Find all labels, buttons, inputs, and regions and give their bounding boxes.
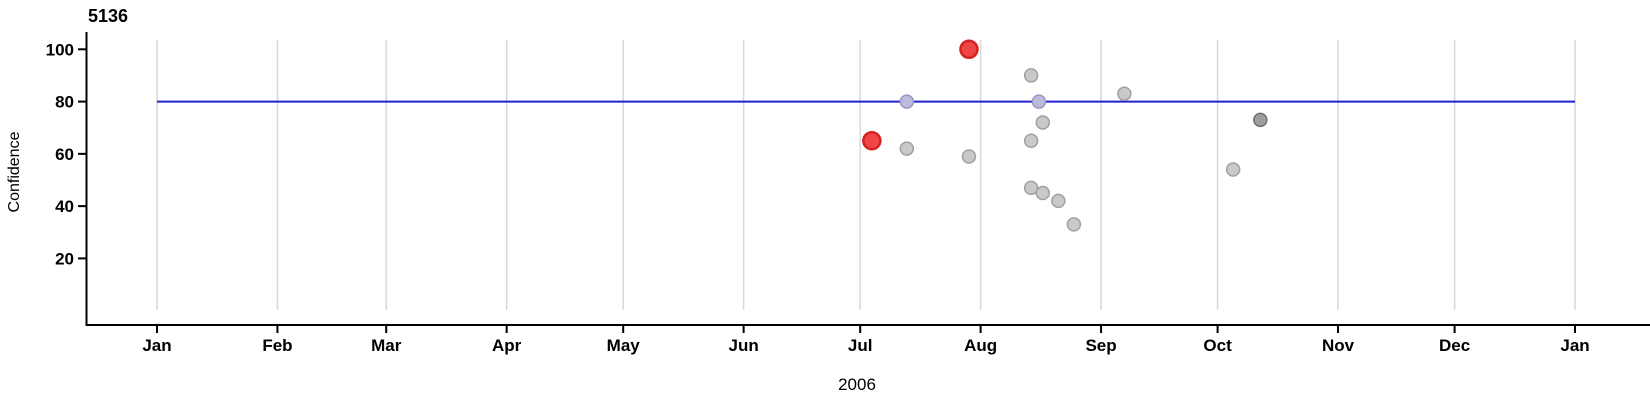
- data-point-flagged: [959, 39, 979, 60]
- y-tick-label: 20: [55, 249, 74, 268]
- x-tick-label: Feb: [262, 336, 292, 355]
- y-tick-label: 100: [46, 40, 74, 59]
- x-tick-label: Jan: [142, 336, 171, 355]
- x-tick-label: Jun: [729, 336, 759, 355]
- data-point-normal: [1117, 86, 1132, 101]
- x-axis-label: 2006: [838, 375, 876, 394]
- x-tick-label: Mar: [371, 336, 402, 355]
- y-axis-ticks: 100 80 60 40 20: [46, 40, 87, 268]
- y-tick-label: 80: [55, 93, 74, 112]
- data-point-normal: [899, 141, 915, 156]
- data-point-normal: [1035, 185, 1051, 201]
- data-point-normal: [1023, 68, 1039, 83]
- x-tick-label: May: [607, 336, 641, 355]
- data-point-normal: [1225, 162, 1241, 177]
- data-point-dark: [1253, 112, 1268, 128]
- y-axis-label: Confidence: [6, 131, 23, 212]
- x-tick-label: Jul: [848, 336, 873, 355]
- y-tick-label: 40: [55, 197, 74, 216]
- data-point-normal: [1023, 180, 1039, 196]
- data-points: [862, 39, 1268, 232]
- data-point-normal: [1035, 115, 1051, 130]
- chart-title: 5136: [88, 6, 128, 26]
- y-tick-label: 60: [55, 145, 74, 164]
- data-point-normal: [961, 149, 977, 164]
- x-tick-label: Dec: [1439, 336, 1470, 355]
- x-tick-label: Apr: [492, 336, 522, 355]
- axes: [85, 32, 1650, 326]
- x-tick-label: Oct: [1203, 336, 1232, 355]
- data-point-flagged: [862, 131, 882, 151]
- x-tick-label: Sep: [1085, 336, 1116, 355]
- data-point-on_threshold: [899, 94, 915, 109]
- x-tick-label: Nov: [1322, 336, 1355, 355]
- x-tick-label: Aug: [964, 336, 997, 355]
- data-point-on_threshold: [1031, 94, 1047, 109]
- x-tick-label: Jan: [1560, 336, 1589, 355]
- data-point-normal: [1066, 217, 1082, 232]
- data-point-normal: [1051, 193, 1066, 209]
- month-gridlines: [156, 40, 1576, 310]
- x-axis-ticks: Jan Feb Mar Apr May Jun Jul Aug Sep Oct Nov Dec Jan: [142, 325, 1590, 355]
- data-point-normal: [1023, 133, 1039, 149]
